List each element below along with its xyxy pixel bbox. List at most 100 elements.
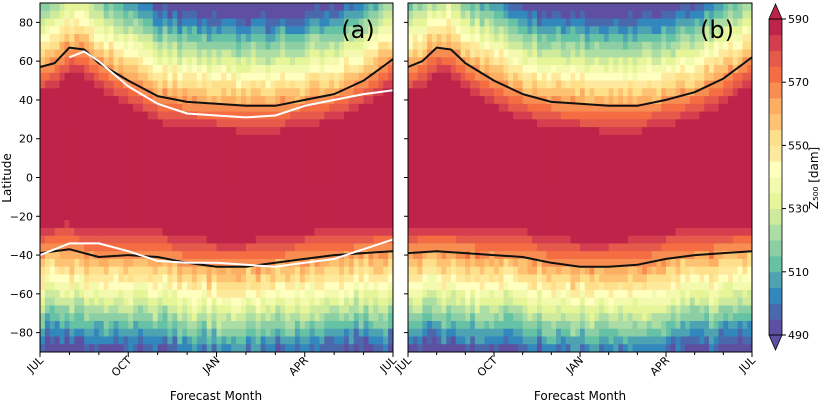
field-cell [148,336,154,344]
field-cell [280,119,286,127]
field-cell [456,267,461,275]
field-cell [566,220,571,228]
field-cell [305,236,311,244]
field-cell [349,313,355,321]
field-cell [373,228,379,236]
field-cell [315,305,321,313]
field-cell [527,158,532,166]
field-cell [547,344,552,352]
field-cell [65,251,71,259]
field-cell [504,344,509,352]
field-cell [344,57,350,65]
field-cell [236,329,242,337]
field-cell [475,158,480,166]
field-cell [305,274,311,282]
field-cell [118,267,124,275]
field-cell [251,143,257,151]
field-cell [114,344,120,352]
field-cell [226,50,232,58]
field-cell [570,220,575,228]
field-cell [542,57,547,65]
field-cell [373,336,379,344]
field-cell [187,81,193,89]
field-cell [221,313,227,321]
field-cell [437,34,442,42]
field-cell [504,104,509,112]
field-cell [418,50,423,58]
field-cell [418,267,423,275]
field-cell [456,81,461,89]
field-cell [270,3,276,11]
field-cell [74,174,80,182]
field-cell [547,243,552,251]
field-cell [422,174,427,182]
field-cell [368,267,374,275]
field-cell [427,274,432,282]
field-cell [40,3,46,11]
field-cell [465,274,470,282]
field-cell [339,73,345,81]
field-cell [187,181,193,189]
field-cell [251,26,257,34]
field-cell [580,81,585,89]
field-cell [527,150,532,158]
field-cell [489,181,494,189]
field-cell [231,205,237,213]
field-cell [153,65,159,73]
field-cell [484,243,489,251]
field-cell [413,42,418,50]
field-cell [94,267,100,275]
field-cell [504,197,509,205]
field-cell [128,220,134,228]
field-cell [532,135,537,143]
field-cell [480,205,485,213]
field-cell [45,174,51,182]
field-cell [475,96,480,104]
field-cell [373,274,379,282]
field-cell [192,329,198,337]
field-cell [45,329,51,337]
field-cell [418,158,423,166]
field-cell [295,181,301,189]
field-cell [74,3,80,11]
field-cell [484,50,489,58]
field-cell [172,3,178,11]
field-cell [89,81,95,89]
field-cell [461,81,466,89]
field-cell [408,313,413,321]
field-cell [167,267,173,275]
field-cell [128,313,134,321]
field-cell [138,34,144,42]
field-cell [378,228,384,236]
field-cell [236,344,242,352]
field-cell [40,174,46,182]
field-cell [383,274,389,282]
field-cell [437,112,442,120]
field-cell [226,298,232,306]
field-cell [542,174,547,182]
field-cell [251,220,257,228]
field-cell [585,81,590,89]
field-cell [518,336,523,344]
field-cell [456,143,461,151]
field-cell [354,135,360,143]
field-cell [373,220,379,228]
field-cell [280,11,286,19]
field-cell [451,189,456,197]
field-cell [55,251,61,259]
field-cell [456,313,461,321]
field-cell [566,329,571,337]
field-cell [60,305,66,313]
field-cell [547,26,552,34]
field-cell [585,321,590,329]
field-cell [527,50,532,58]
field-cell [295,19,301,27]
field-cell [354,189,360,197]
field-cell [99,344,105,352]
field-cell [295,42,301,50]
field-cell [518,282,523,290]
field-cell [118,158,124,166]
field-cell [570,112,575,120]
field-cell [580,305,585,313]
field-cell [109,220,115,228]
